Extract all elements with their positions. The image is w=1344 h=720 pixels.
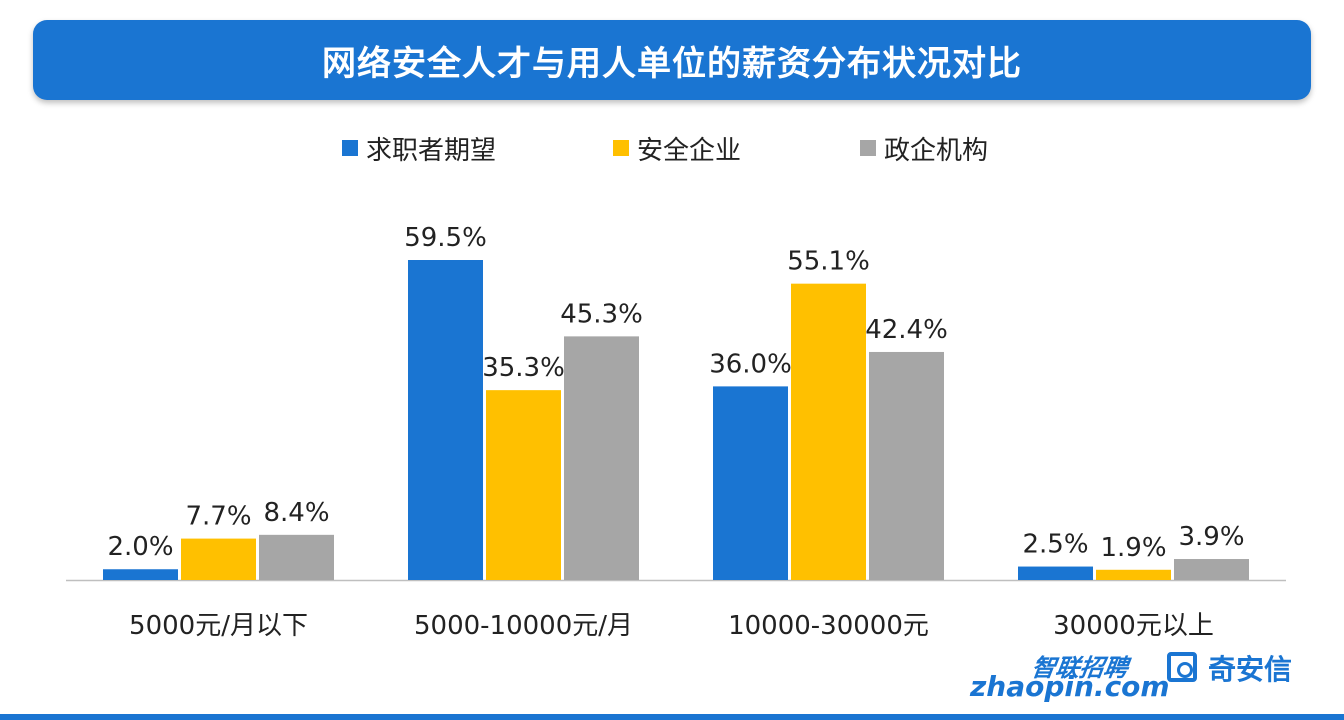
bar-1-4 xyxy=(1018,566,1093,580)
bar-1-1 xyxy=(103,569,178,580)
data-label-2-4: 1.9% xyxy=(1100,533,1166,563)
legend: 求职者期望 安全企业 政企机构 xyxy=(0,128,1344,168)
data-label-2-2: 35.3% xyxy=(482,353,565,383)
legend-item-series-3: 政企机构 xyxy=(860,128,988,168)
data-label-1-4: 2.5% xyxy=(1022,530,1088,560)
bar-3-2 xyxy=(564,336,639,580)
zhaopin-logo-en: zhaopin.com xyxy=(970,670,1170,703)
bar-1-2 xyxy=(408,260,483,580)
qianxin-logo-text: 奇安信 xyxy=(1208,653,1293,686)
chart-title: 网络安全人才与用人单位的薪资分布状况对比 xyxy=(322,43,1022,84)
bar-3-1 xyxy=(259,534,334,580)
bottom-strip xyxy=(0,714,1344,720)
bar-1-3 xyxy=(713,386,788,580)
data-label-3-2: 45.3% xyxy=(560,299,643,329)
data-label-2-1: 7.7% xyxy=(185,502,251,532)
bar-2-3 xyxy=(791,283,866,580)
bar-2-1 xyxy=(181,538,256,580)
title-banner: 网络安全人才与用人单位的薪资分布状况对比 xyxy=(33,20,1311,100)
data-label-3-4: 3.9% xyxy=(1178,522,1244,552)
legend-label-series-3: 政企机构 xyxy=(884,135,989,166)
logo-area: 智联招聘 zhaopin.com 奇安信 xyxy=(970,648,1344,714)
qianxin-logo-icon xyxy=(1167,652,1197,682)
category-label-4: 30000元以上 xyxy=(1053,611,1214,641)
category-label-1: 5000元/月以下 xyxy=(129,611,308,641)
category-label-3: 10000-30000元 xyxy=(728,611,929,641)
bar-3-3 xyxy=(869,351,944,580)
legend-item-series-2: 安全企业 xyxy=(613,128,741,168)
bar-2-2 xyxy=(486,390,561,580)
legend-label-series-1: 求职者期望 xyxy=(366,135,497,166)
bar-2-4 xyxy=(1096,569,1171,580)
bar-3-4 xyxy=(1174,559,1249,580)
data-label-2-3: 55.1% xyxy=(787,247,870,277)
legend-label-series-2: 安全企业 xyxy=(637,135,742,166)
data-label-1-2: 59.5% xyxy=(404,223,487,253)
legend-item-series-1: 求职者期望 xyxy=(342,128,496,168)
data-label-1-3: 36.0% xyxy=(709,349,792,379)
legend-swatch-series-1 xyxy=(342,140,358,156)
legend-swatch-series-3 xyxy=(860,140,876,156)
legend-swatch-series-2 xyxy=(613,140,629,156)
data-label-1-1: 2.0% xyxy=(107,532,173,562)
data-label-3-3: 42.4% xyxy=(865,315,948,345)
data-label-3-1: 8.4% xyxy=(263,498,329,528)
category-label-2: 5000-10000元/月 xyxy=(414,611,633,641)
